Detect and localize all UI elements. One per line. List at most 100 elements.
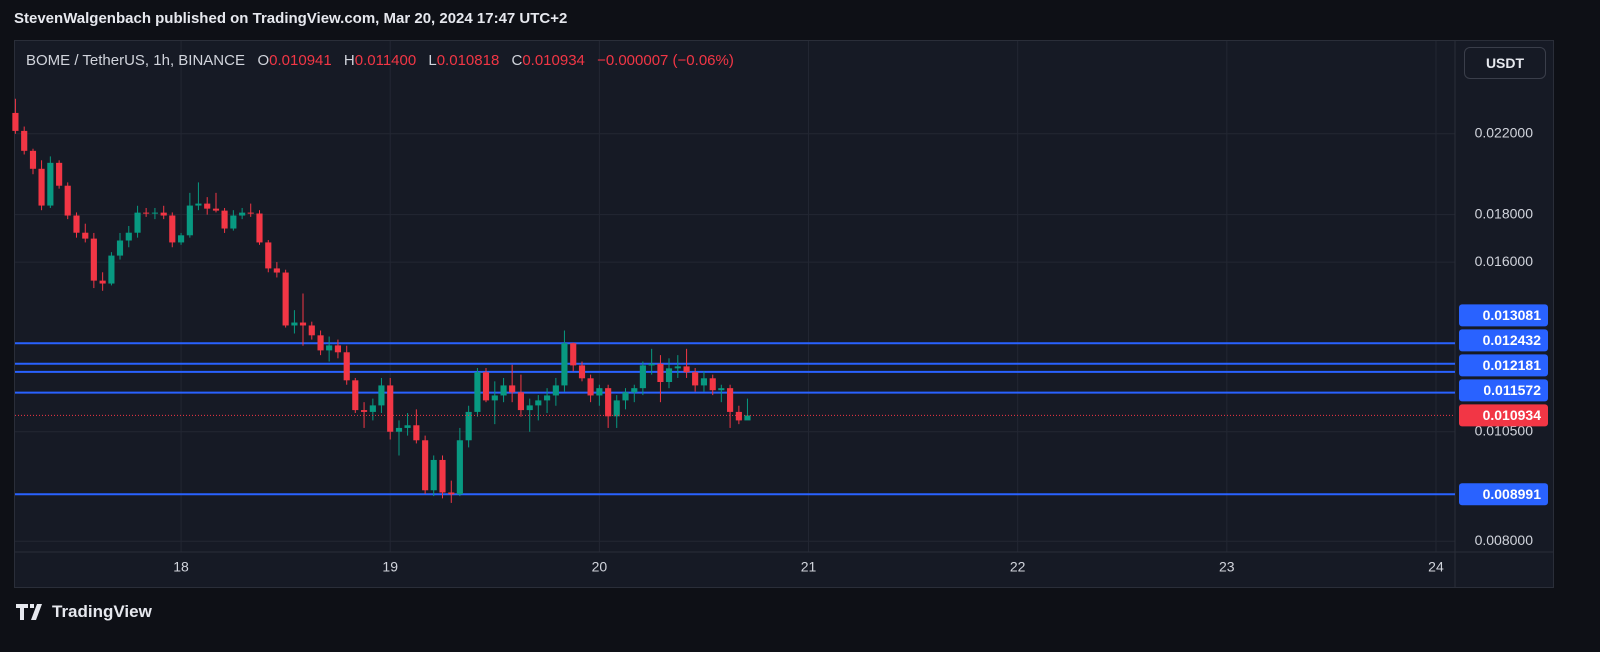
brand: TradingView <box>16 602 152 622</box>
price-label: 0.013081 <box>1483 307 1542 323</box>
price-label: 0.008991 <box>1483 486 1542 502</box>
chart-panel <box>14 40 1554 588</box>
candle-body <box>186 205 193 236</box>
candle-body <box>151 212 158 214</box>
candle-body <box>387 385 394 432</box>
brand-name: TradingView <box>52 602 152 621</box>
price-label-box <box>1459 379 1548 402</box>
candle-body <box>82 232 89 239</box>
candle-body <box>239 212 246 216</box>
price-label: 0.012432 <box>1483 332 1542 348</box>
candle-body <box>735 411 742 421</box>
candle-body <box>169 215 176 243</box>
x-tick-label: 23 <box>1219 559 1235 575</box>
candle-body <box>439 459 446 493</box>
candle-body <box>317 335 324 351</box>
candle-body <box>116 240 124 256</box>
price-label: 0.010934 <box>1483 407 1542 423</box>
x-tick-label: 24 <box>1428 559 1444 575</box>
candle-body <box>125 232 132 241</box>
candle-body <box>509 385 516 393</box>
candle-body <box>727 388 734 412</box>
candle-body <box>247 212 254 214</box>
candle-body <box>482 372 490 401</box>
y-tick-label: 0.018000 <box>1475 205 1534 221</box>
y-tick-label: 0.016000 <box>1475 253 1534 269</box>
candle-body <box>73 215 80 233</box>
x-tick-label: 22 <box>1010 559 1026 575</box>
ohlc-key: H <box>343 52 355 69</box>
candle-body <box>561 343 568 386</box>
candle-body <box>273 268 280 273</box>
price-label-box <box>1459 304 1548 327</box>
candle-body <box>465 411 472 441</box>
change: −0.000007 (−0.06%) <box>597 52 734 69</box>
candle-body <box>665 368 673 383</box>
candle-body <box>265 242 272 269</box>
candle-body <box>631 388 638 393</box>
y-tick-label: 0.008000 <box>1475 532 1534 548</box>
candle-body <box>570 343 577 366</box>
candle-body <box>256 213 263 243</box>
candle-body <box>343 352 350 381</box>
y-tick-label: 0.022000 <box>1475 125 1534 141</box>
candle-body <box>413 425 420 441</box>
candle-body <box>160 212 167 216</box>
candle-body <box>605 388 612 417</box>
candle-body <box>395 427 403 432</box>
candle-body <box>422 440 429 491</box>
candle-body <box>430 459 437 491</box>
candle-body <box>578 365 586 379</box>
ohlc-value: 0.010934 <box>522 52 585 69</box>
candle-body <box>195 203 202 206</box>
candle-body <box>674 366 681 369</box>
symbol-title: BOME / TetherUS, 1h, BINANCE <box>26 52 245 69</box>
price-label-box <box>1459 329 1548 352</box>
candle-body <box>352 380 359 411</box>
candle-body <box>639 365 646 389</box>
publisher-line: StevenWalgenbach published on TradingVie… <box>14 10 568 27</box>
candle-body <box>474 372 481 412</box>
candle-body <box>448 492 455 495</box>
candle-body <box>12 112 19 131</box>
candle-body <box>134 212 141 233</box>
candle-body <box>64 185 71 216</box>
candle-body <box>38 168 45 206</box>
candle-body <box>90 238 97 281</box>
candle-body <box>299 322 307 326</box>
price-label-box <box>1459 404 1548 427</box>
x-tick-label: 21 <box>801 559 817 575</box>
candle-body <box>613 400 620 417</box>
currency-button[interactable]: USDT <box>1464 47 1546 79</box>
candle-body <box>282 272 289 326</box>
candle-body <box>204 203 211 209</box>
candle-body <box>326 345 333 351</box>
price-label-box <box>1459 483 1548 506</box>
candle-body <box>291 322 298 326</box>
candle-body <box>404 425 411 428</box>
candle-body <box>378 385 385 406</box>
candle-body <box>177 235 185 243</box>
candle-body <box>308 325 315 336</box>
candle-body <box>692 372 699 386</box>
candle-body <box>535 400 542 406</box>
candle-body <box>369 405 376 412</box>
candle-body <box>526 405 533 411</box>
candle-body <box>491 395 498 401</box>
ohlc-key: L <box>428 52 437 69</box>
brand-logo <box>16 604 42 620</box>
candle-body <box>334 345 342 353</box>
ohlc-value: 0.010818 <box>436 52 500 69</box>
candle-body <box>596 388 603 396</box>
candle-body <box>657 363 664 383</box>
candle-body <box>500 385 507 396</box>
candle-body <box>221 210 228 229</box>
symbol-legend: BOME / TetherUS, 1h, BINANCE O0.010941 H… <box>26 52 742 69</box>
candle-body <box>456 440 463 495</box>
candle-body <box>212 208 220 211</box>
ohlc-value: 0.011400 <box>354 52 417 69</box>
candle-body <box>552 385 559 396</box>
candle-body <box>709 378 716 391</box>
